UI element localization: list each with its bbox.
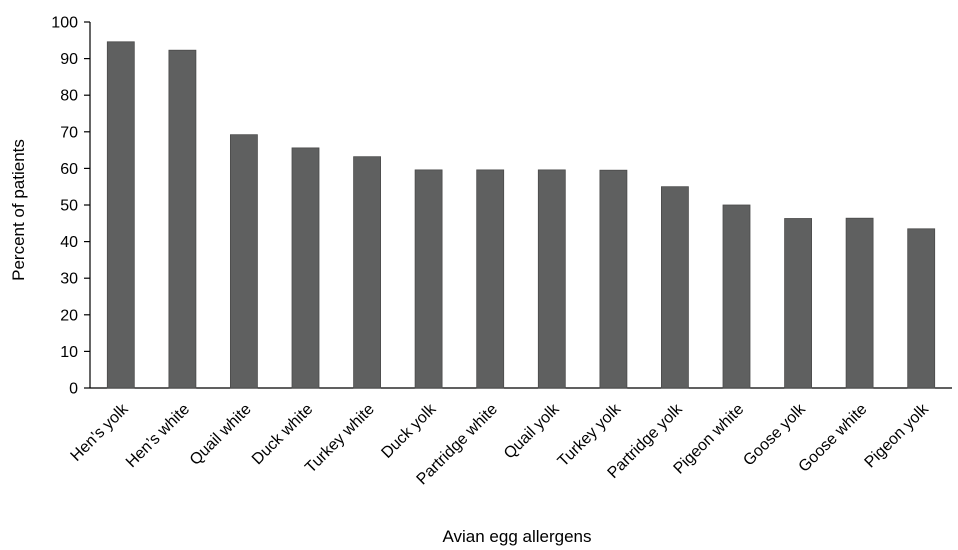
- y-tick-label: 30: [60, 271, 78, 288]
- x-tick-label: Hen’s yolk: [68, 400, 133, 465]
- y-tick-label: 20: [60, 307, 78, 324]
- bar: [168, 49, 197, 389]
- y-tick-label: 0: [69, 381, 78, 398]
- bar: [291, 147, 320, 389]
- bar: [353, 156, 382, 389]
- bar: [784, 218, 812, 389]
- y-tick-label: 70: [60, 124, 78, 141]
- bar: [599, 169, 628, 389]
- bar: [845, 217, 874, 389]
- bar: [106, 41, 135, 389]
- bar: [229, 134, 258, 389]
- axes: [89, 22, 952, 389]
- x-tick-label: Quail white: [187, 401, 255, 469]
- bar: [907, 228, 936, 389]
- y-ticks: 0 10 20 30 40 50 60 70 80 90 100: [51, 15, 90, 398]
- x-tick-label: Pigeon yolk: [862, 400, 933, 471]
- y-tick-label: 60: [60, 161, 78, 178]
- bar: [476, 169, 505, 389]
- x-tick-label: Duck white: [249, 401, 316, 468]
- y-axis-title: Percent of patients: [9, 139, 28, 281]
- y-tick-label: 10: [60, 344, 78, 361]
- bar: [537, 169, 566, 389]
- y-tick-label: 90: [60, 51, 78, 68]
- bar: [414, 169, 443, 389]
- bar: [661, 186, 689, 389]
- bars: [106, 41, 936, 389]
- x-tick-label: Duck yolk: [378, 400, 440, 462]
- y-tick-label: 100: [51, 15, 78, 32]
- y-tick-label: 50: [60, 198, 78, 215]
- bar: [722, 204, 751, 389]
- x-axis-title: Avian egg allergens: [442, 527, 591, 546]
- x-tick-label: Hen’s white: [123, 401, 193, 471]
- y-tick-label: 40: [60, 234, 78, 251]
- y-tick-label: 80: [60, 88, 78, 105]
- x-tick-label: Quail yolk: [501, 400, 563, 462]
